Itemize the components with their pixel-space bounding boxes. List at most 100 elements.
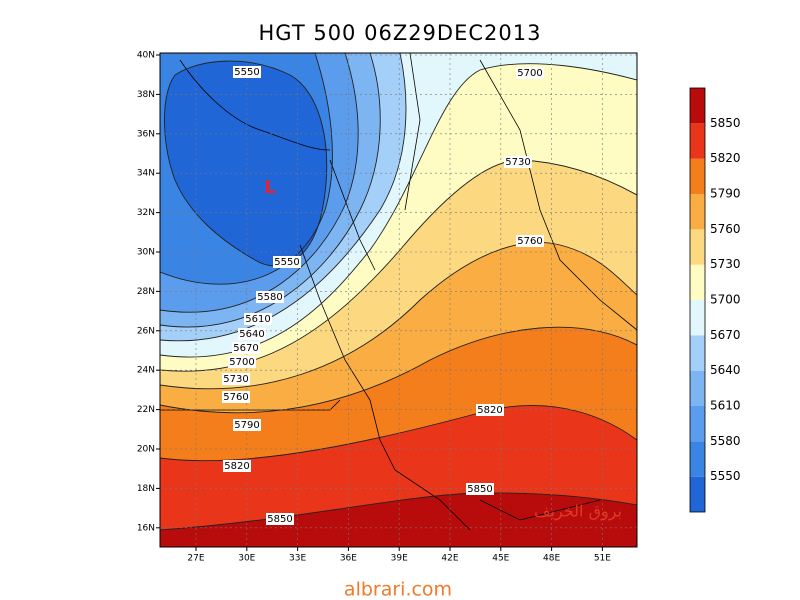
contour-label: 5850 bbox=[467, 484, 492, 495]
lat-label: 26N bbox=[137, 326, 155, 336]
border bbox=[479, 59, 637, 331]
lat-label: 40N bbox=[137, 51, 155, 61]
lon-label: 27E bbox=[187, 554, 204, 564]
contour-label-box bbox=[273, 256, 301, 268]
border bbox=[329, 159, 376, 271]
colorbar-swatch bbox=[690, 406, 705, 442]
contour-label-box bbox=[266, 513, 294, 525]
colorbar-swatch bbox=[690, 335, 705, 371]
contour-label: 5640 bbox=[239, 329, 264, 340]
lat-label: 32N bbox=[137, 208, 155, 218]
lat-label: 28N bbox=[137, 287, 155, 297]
contour-label: 5670 bbox=[233, 343, 258, 354]
contour-line bbox=[160, 326, 637, 414]
lat-label: 34N bbox=[137, 169, 155, 179]
lon-label: 36E bbox=[340, 554, 357, 564]
colorbar-label: 5790 bbox=[710, 187, 741, 201]
contour-label-box bbox=[222, 391, 250, 403]
contour-label-box bbox=[233, 66, 261, 78]
colorbar-label: 5760 bbox=[710, 222, 741, 236]
contour-label: 5580 bbox=[257, 292, 282, 303]
height-band bbox=[164, 61, 327, 267]
contour-label: 5820 bbox=[224, 461, 249, 472]
low-marker: L bbox=[264, 177, 275, 198]
colorbar-swatch bbox=[690, 476, 705, 512]
map-frame bbox=[159, 52, 638, 548]
watermark: بروق الخريف bbox=[534, 502, 622, 522]
contour-label-box bbox=[466, 483, 494, 495]
lat-label: 24N bbox=[137, 366, 155, 376]
colorbar-label: 5820 bbox=[710, 151, 741, 165]
colorbar-label: 5850 bbox=[710, 116, 741, 130]
contour-label: 5820 bbox=[477, 405, 502, 416]
border bbox=[479, 499, 601, 521]
colorbar-swatch bbox=[690, 229, 705, 265]
contour-line bbox=[160, 53, 359, 313]
contour-label-box bbox=[228, 356, 256, 368]
colorbar-label: 5730 bbox=[710, 257, 741, 271]
colorbar-swatch bbox=[690, 370, 705, 406]
contour-label: 5790 bbox=[234, 420, 259, 431]
contour-line bbox=[160, 53, 333, 285]
contour-label: 5760 bbox=[517, 236, 542, 247]
colorbar-label: 5640 bbox=[710, 363, 741, 377]
lon-label: 51E bbox=[594, 554, 611, 564]
contour-label-box bbox=[256, 291, 284, 303]
colorbar-label: 5580 bbox=[710, 434, 741, 448]
colorbar-swatch bbox=[690, 264, 705, 300]
contour-label-box bbox=[244, 313, 272, 325]
lat-label: 18N bbox=[137, 484, 155, 494]
contour-label: 5550 bbox=[274, 257, 299, 268]
lat-label: 30N bbox=[137, 248, 155, 258]
colorbar-frame bbox=[689, 87, 706, 513]
contour-label: 5760 bbox=[223, 392, 248, 403]
lat-label: 20N bbox=[137, 445, 155, 455]
border bbox=[179, 59, 331, 151]
contour-label-box bbox=[516, 67, 544, 79]
lat-label: 16N bbox=[137, 523, 155, 533]
contour-line bbox=[160, 492, 637, 531]
colorbar-swatch bbox=[690, 158, 705, 194]
lon-label: 30E bbox=[238, 554, 255, 564]
lon-label: 45E bbox=[492, 554, 509, 564]
contour-label-box bbox=[233, 419, 261, 431]
contour-label: 5700 bbox=[517, 68, 542, 79]
colorbar-swatch bbox=[690, 88, 705, 124]
contour-label: 5610 bbox=[245, 314, 270, 325]
contour-label-box bbox=[222, 373, 250, 385]
contour-line bbox=[164, 60, 328, 267]
contour-line bbox=[160, 63, 637, 358]
title: HGT 500 06Z29DEC2013 bbox=[259, 21, 542, 45]
contour-line bbox=[160, 405, 637, 462]
border bbox=[299, 244, 471, 531]
lon-label: 39E bbox=[391, 554, 408, 564]
map bbox=[160, 53, 637, 547]
contour-label: 5730 bbox=[223, 374, 248, 385]
contour-line bbox=[160, 242, 637, 390]
contour-label-box bbox=[223, 460, 251, 472]
colorbar-label: 5670 bbox=[710, 328, 741, 342]
lon-label: 33E bbox=[289, 554, 306, 564]
contour-label-box bbox=[238, 328, 266, 340]
contour-label: 5730 bbox=[505, 157, 530, 168]
lat-label: 38N bbox=[137, 90, 155, 100]
footer: albrari.com bbox=[344, 579, 452, 600]
contour-label: 5850 bbox=[267, 514, 292, 525]
contour-label: 5550 bbox=[234, 67, 259, 78]
contour-line bbox=[160, 53, 381, 328]
border bbox=[160, 399, 341, 411]
lat-label: 22N bbox=[137, 405, 155, 415]
contour-label-box bbox=[504, 156, 532, 168]
colorbar-label: 5550 bbox=[710, 469, 741, 483]
contour-line bbox=[160, 159, 637, 372]
colorbar-label: 5700 bbox=[710, 293, 741, 307]
colorbar-label: 5610 bbox=[710, 399, 741, 413]
colorbar-swatch bbox=[690, 123, 705, 159]
colorbar-swatch bbox=[690, 300, 705, 336]
lat-label: 36N bbox=[137, 129, 155, 139]
contour-label-box bbox=[232, 342, 260, 354]
contour-label-box bbox=[516, 235, 544, 247]
contour-label-box bbox=[476, 404, 504, 416]
